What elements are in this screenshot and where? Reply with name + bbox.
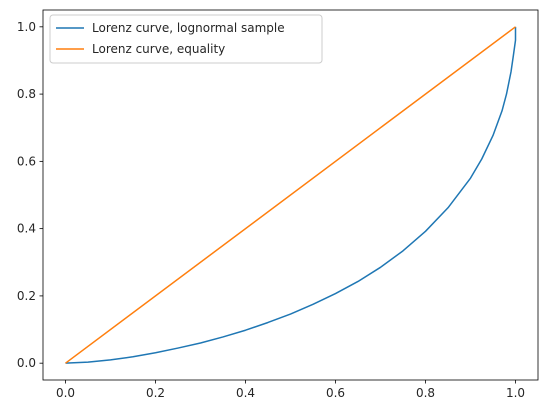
legend-box [49,14,323,64]
legend-label-lognormal: Lorenz curve, lognormal sample [92,21,285,35]
y-tick-label: 0.2 [17,289,36,303]
x-tick-label: 0.0 [56,386,75,400]
x-axis: 0.0 0.2 0.4 0.6 0.8 1.0 [56,380,525,400]
legend-label-equality: Lorenz curve, equality [92,42,225,56]
x-tick-label: 0.8 [416,386,435,400]
y-tick-label: 0.0 [17,356,36,370]
series-line-lognormal [65,26,517,364]
x-tick-label: 1.0 [506,386,525,400]
x-tick-label: 0.6 [326,386,345,400]
series-line-equality [65,26,516,364]
x-tick-label: 0.2 [146,386,165,400]
y-tick-label: 0.4 [17,222,36,236]
legend: Lorenz curve, lognormal sample Lorenz cu… [49,14,323,64]
y-tick-label: 1.0 [17,20,36,34]
y-tick-label: 0.6 [17,154,36,168]
y-tick-label: 0.8 [17,87,36,101]
x-tick-label: 0.4 [236,386,255,400]
plot-frame [42,9,539,381]
plot-lines [65,26,517,364]
y-axis: 0.0 0.2 0.4 0.6 0.8 1.0 [17,20,43,370]
